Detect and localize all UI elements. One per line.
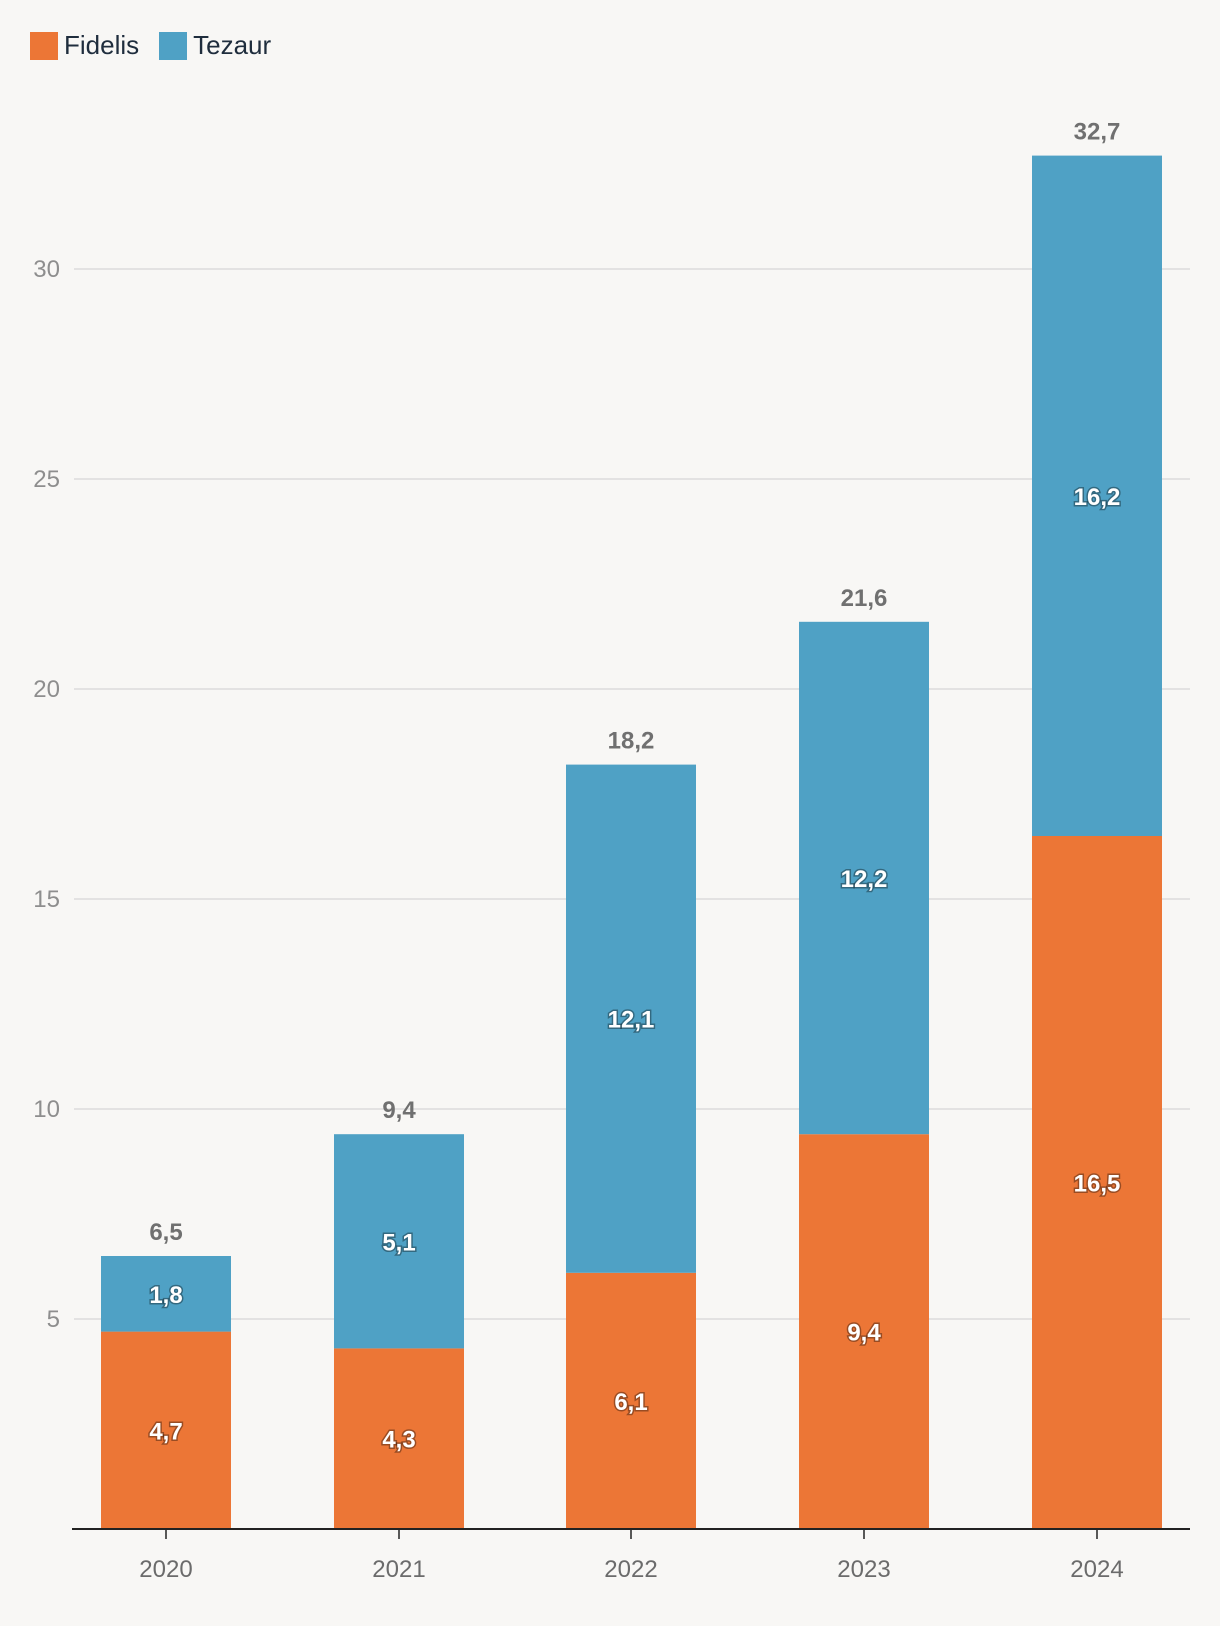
bar-tezaur-2020 xyxy=(101,1256,231,1332)
data-label-fidelis: 16,5 xyxy=(1074,1171,1121,1198)
legend-swatch-tezaur xyxy=(159,31,188,60)
y-tick-label: 25 xyxy=(33,466,60,493)
legend-swatch-fidelis xyxy=(30,31,58,60)
data-label-tezaur: 16,2 xyxy=(1074,484,1121,511)
data-label-fidelis: 9,4 xyxy=(847,1320,881,1347)
x-tick-label: 2024 xyxy=(1070,1556,1123,1583)
x-tick-label: 2022 xyxy=(604,1556,657,1583)
legend: Fidelis Tezaur xyxy=(30,30,291,61)
total-label: 18,2 xyxy=(608,728,655,755)
legend-label-tezaur: Tezaur xyxy=(193,30,272,60)
bar-tezaur-2023 xyxy=(799,621,929,1135)
data-label-tezaur: 12,1 xyxy=(608,1007,655,1034)
data-label-tezaur: 1,8 xyxy=(149,1282,182,1309)
bar-tezaur-2024 xyxy=(1032,155,1162,837)
x-tick-label: 2023 xyxy=(837,1556,890,1583)
legend-label-fidelis: Fidelis xyxy=(64,30,140,60)
total-label: 9,4 xyxy=(382,1097,416,1124)
total-label: 32,7 xyxy=(1074,119,1121,146)
bar-tezaur-2022 xyxy=(566,764,696,1273)
data-label-fidelis: 4,3 xyxy=(382,1427,415,1454)
total-label: 21,6 xyxy=(841,585,888,612)
bar-fidelis-2022 xyxy=(566,1272,696,1529)
data-label-fidelis: 4,7 xyxy=(149,1418,182,1445)
y-tick-label: 5 xyxy=(47,1306,60,1333)
bar-fidelis-2024 xyxy=(1032,836,1162,1529)
data-label-fidelis: 6,1 xyxy=(614,1389,647,1416)
x-tick-label: 2020 xyxy=(139,1556,192,1583)
y-tick-label: 15 xyxy=(33,886,60,913)
bar-fidelis-2023 xyxy=(799,1134,929,1529)
y-tick-label: 10 xyxy=(33,1096,60,1123)
bar-tezaur-2021 xyxy=(334,1134,464,1349)
y-tick-label: 30 xyxy=(33,256,60,283)
data-label-tezaur: 5,1 xyxy=(382,1229,415,1256)
legend-item-fidelis: Fidelis xyxy=(30,30,139,61)
x-tick-label: 2021 xyxy=(372,1556,425,1583)
bar-fidelis-2020 xyxy=(101,1331,231,1529)
legend-item-tezaur: Tezaur xyxy=(159,30,271,61)
y-tick-label: 20 xyxy=(33,676,60,703)
data-label-tezaur: 12,2 xyxy=(841,866,888,893)
total-label: 6,5 xyxy=(149,1219,182,1246)
bar-fidelis-2021 xyxy=(334,1348,464,1529)
